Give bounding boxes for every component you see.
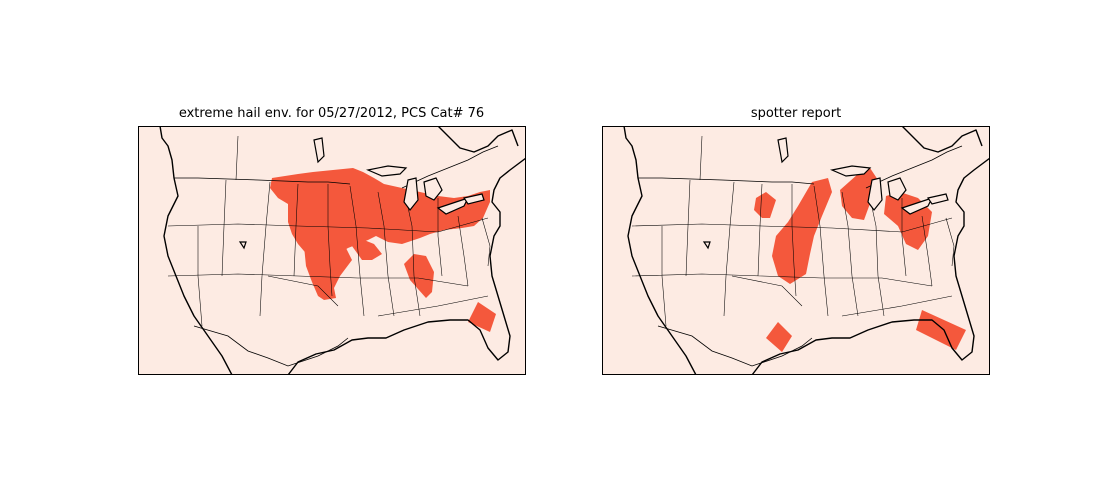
hail-regions: [270, 168, 496, 332]
north-central-plains-to-great-lakes-region: [270, 168, 490, 260]
left-map: [138, 126, 526, 375]
coastlines: [623, 126, 990, 375]
ohio-valley-region: [352, 240, 382, 260]
map-frame: [138, 126, 526, 375]
left-map-title: extreme hail env. for 05/27/2012, PCS Ca…: [178, 106, 485, 121]
right-map: [602, 126, 990, 375]
tennessee-valley-region: [404, 254, 434, 298]
northern-plains-small-region: [754, 192, 776, 218]
map-frame: [602, 126, 990, 375]
right-map-title: spotter report: [750, 106, 842, 121]
south-plains-tail-region: [304, 246, 352, 300]
great-lakes: [702, 137, 949, 250]
state-boundaries: [631, 135, 963, 367]
coastlines: [159, 126, 526, 375]
texas-region: [766, 322, 792, 352]
great-lakes: [238, 137, 485, 250]
michigan-region: [840, 168, 878, 220]
state-boundaries: [167, 135, 499, 367]
florida-region: [468, 302, 496, 332]
